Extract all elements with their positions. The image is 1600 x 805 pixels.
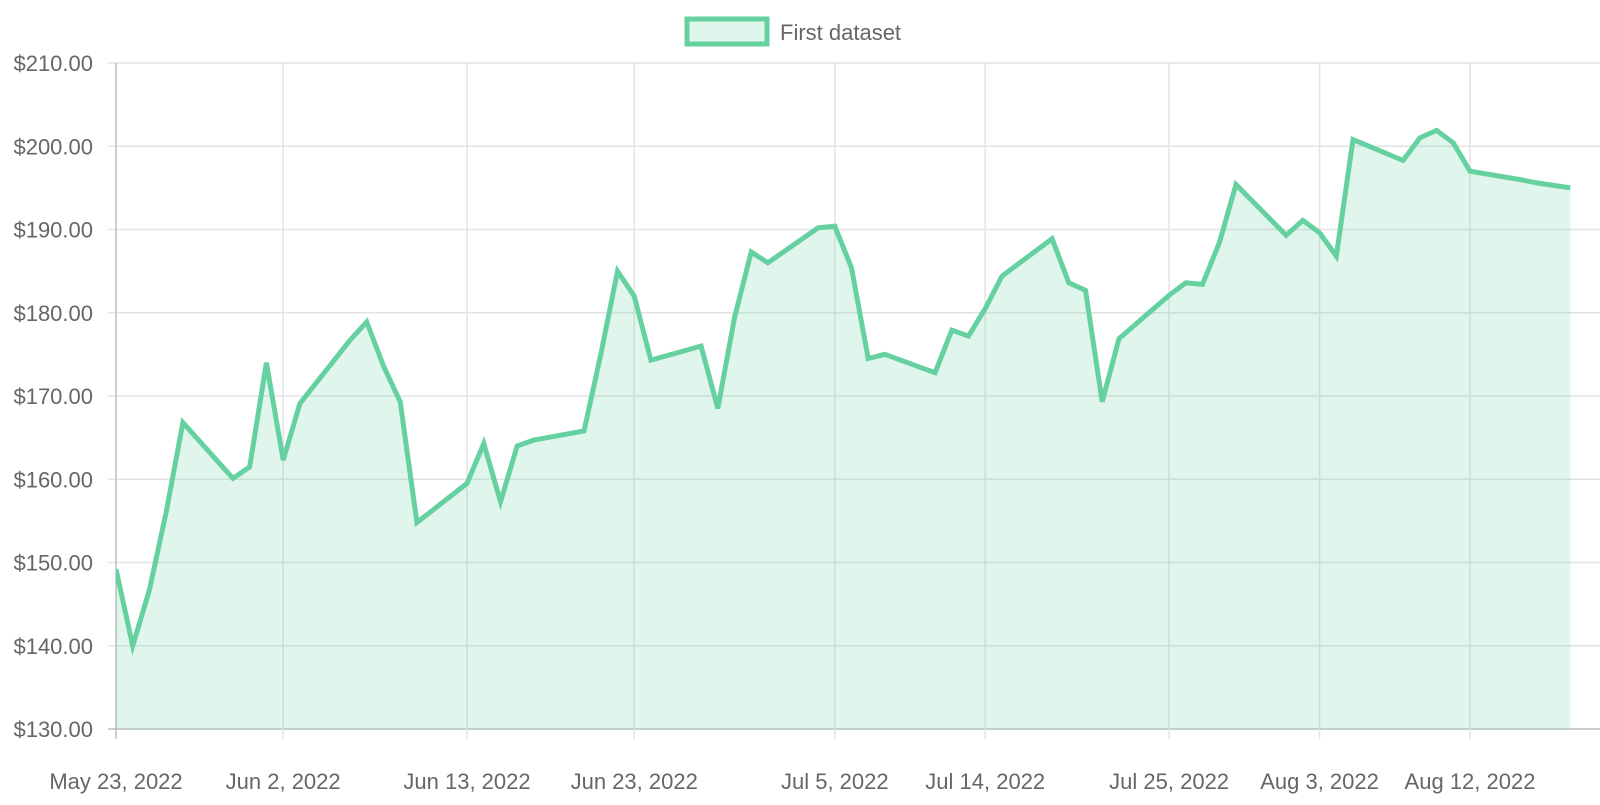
x-tick-label: Jun 13, 2022 [403, 769, 530, 794]
series-line [116, 127, 1571, 656]
y-tick-label: $190.00 [13, 218, 93, 243]
grid [108, 62, 1600, 739]
y-tick-label: $140.00 [13, 634, 93, 659]
legend-label[interactable]: First dataset [780, 20, 901, 45]
y-tick-label: $130.00 [13, 717, 93, 742]
y-tick-label: $160.00 [13, 467, 93, 492]
plot-area [116, 127, 1571, 729]
x-tick-label: Aug 12, 2022 [1405, 769, 1536, 794]
y-tick-label: $180.00 [13, 301, 93, 326]
y-tick-label: $170.00 [13, 384, 93, 409]
series-area-fill [116, 130, 1571, 729]
legend-swatch[interactable] [684, 16, 770, 47]
y-tick-label: $150.00 [13, 551, 93, 576]
x-tick-label: Aug 3, 2022 [1260, 769, 1379, 794]
legend[interactable]: First dataset [684, 16, 901, 47]
x-tick-label: Jul 25, 2022 [1109, 769, 1229, 794]
y-tick-label: $200.00 [13, 134, 93, 159]
y-tick-label: $210.00 [13, 51, 93, 76]
x-tick-label: Jun 23, 2022 [571, 769, 698, 794]
x-tick-label: Jun 2, 2022 [226, 769, 341, 794]
x-tick-label: May 23, 2022 [49, 769, 182, 794]
x-tick-label: Jul 5, 2022 [781, 769, 889, 794]
x-tick-label: Jul 14, 2022 [925, 769, 1045, 794]
axes: $130.00 $140.00 $150.00 $160.00 $170.00 $180.… [13, 51, 1535, 794]
